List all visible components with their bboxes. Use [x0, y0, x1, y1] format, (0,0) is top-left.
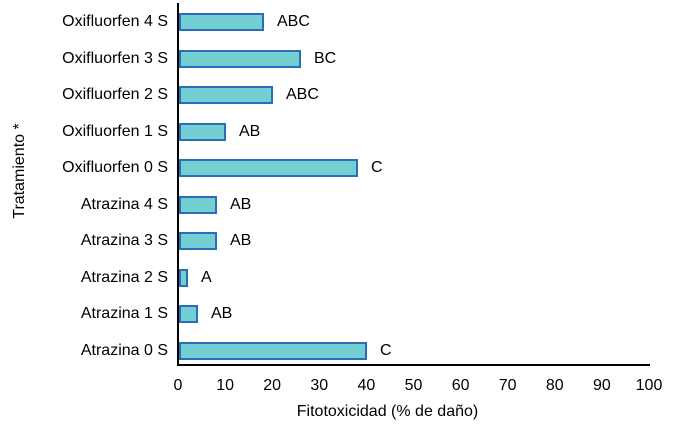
category-label: Atrazina 0 S	[80, 341, 168, 359]
bar-atrazina-2-s	[179, 268, 188, 287]
x-tick-label: 50	[404, 377, 423, 394]
x-tick-label: 40	[357, 377, 376, 394]
x-tick-label: 10	[216, 377, 234, 394]
category-label: Oxifluorfen 2 S	[62, 86, 168, 104]
bar-oxifluorfen-2-s	[179, 86, 273, 105]
x-tick-label: 100	[635, 377, 663, 394]
bar-atrazina-4-s	[179, 195, 217, 214]
bar-atrazina-1-s	[179, 305, 198, 324]
bar-oxifluorfen-1-s	[179, 122, 226, 141]
category-label: Atrazina 1 S	[80, 305, 168, 323]
bar-atrazina-0-s	[179, 341, 367, 360]
significance-label: AB	[211, 305, 233, 323]
significance-label: C	[371, 159, 383, 177]
significance-label: ABC	[277, 13, 310, 31]
significance-label: BC	[314, 49, 337, 67]
x-tick-label: 60	[451, 377, 470, 394]
category-label: Atrazina 3 S	[80, 232, 168, 250]
x-tick-label: 80	[545, 377, 564, 394]
plot-area: ABC BC ABC AB C AB AB A AB C	[177, 3, 650, 366]
category-label: Oxifluorfen 3 S	[62, 49, 168, 67]
bar-atrazina-3-s	[179, 232, 217, 251]
significance-label: AB	[230, 232, 252, 250]
x-tick-label: 70	[498, 377, 517, 394]
significance-label: A	[201, 268, 212, 286]
bar-oxifluorfen-0-s	[179, 159, 358, 178]
bar-oxifluorfen-3-s	[179, 49, 301, 68]
x-tick-label: 0	[173, 377, 183, 394]
x-tick-label: 20	[263, 377, 282, 394]
significance-label: AB	[239, 122, 261, 140]
category-label: Oxifluorfen 0 S	[62, 159, 168, 177]
category-label: Atrazina 2 S	[80, 268, 168, 286]
category-label: Oxifluorfen 4 S	[62, 13, 168, 31]
category-label: Oxifluorfen 1 S	[62, 122, 168, 140]
x-tick-label: 30	[310, 377, 329, 394]
bar-oxifluorfen-4-s	[179, 13, 264, 32]
x-axis-title: Fitotoxicidad (% de daño)	[296, 403, 479, 420]
significance-label: ABC	[286, 86, 319, 104]
significance-label: C	[380, 341, 392, 359]
category-label: Atrazina 4 S	[80, 195, 168, 213]
x-tick-label: 90	[592, 377, 611, 394]
significance-label: AB	[230, 195, 252, 213]
